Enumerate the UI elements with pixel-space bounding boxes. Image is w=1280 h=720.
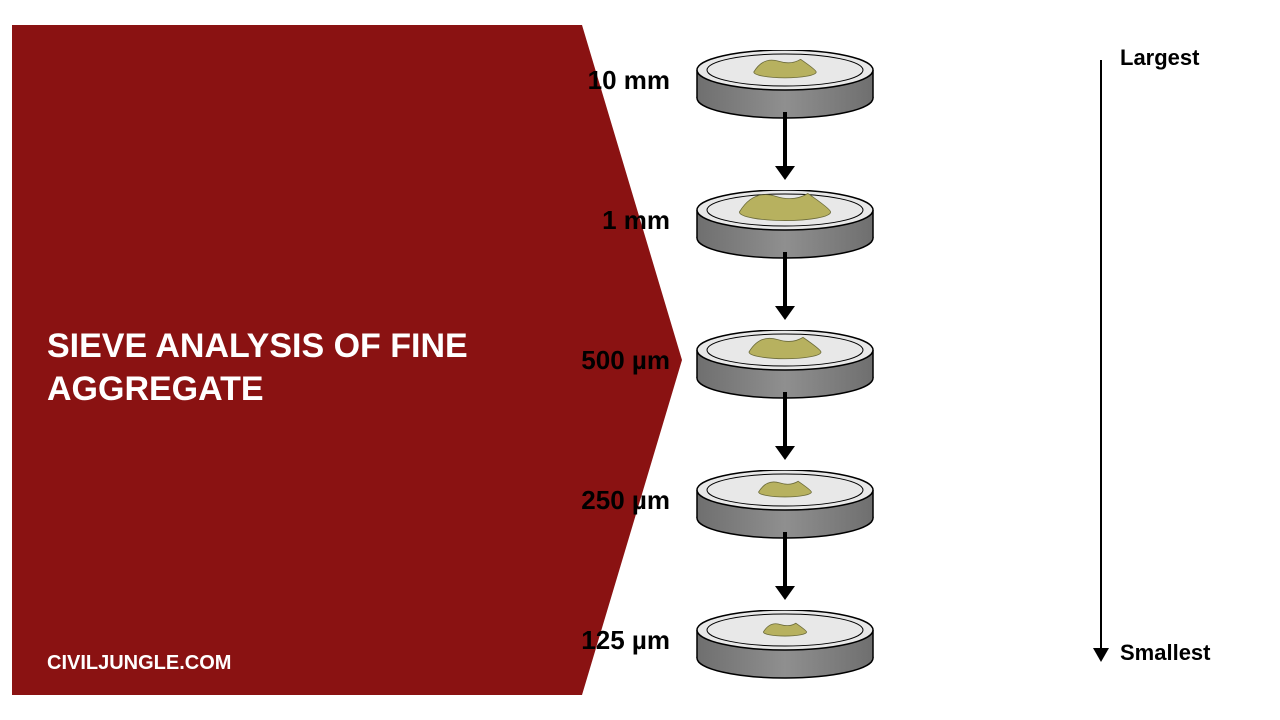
title-panel: SIEVE ANALYSIS OF FINE AGGREGATE CIVILJU… [12,25,582,695]
sieve-size-label: 500 µm [570,345,670,376]
page-title: SIEVE ANALYSIS OF FINE AGGREGATE [47,325,567,410]
connector-arrow-icon [783,532,787,590]
scale-bottom-label: Smallest [1120,640,1211,666]
scale-top-label: Largest [1120,45,1199,71]
source-credit: CIVILJUNGLE.COM [47,652,231,675]
scale-arrow-icon [1100,60,1102,650]
connector-arrow-icon [783,252,787,310]
sieve: 125 µm [690,610,880,670]
sieve: 10 mm [690,50,880,110]
connector-arrow-icon [783,112,787,170]
sieve: 250 µm [690,470,880,530]
sieve-size-label: 125 µm [570,625,670,656]
sieve: 500 µm [690,330,880,390]
sieve-size-label: 10 mm [570,65,670,96]
sieve-diagram: Largest Smallest 10 mm 1 mm [690,30,1250,690]
sieve-size-label: 250 µm [570,485,670,516]
connector-arrow-icon [783,392,787,450]
sieve-size-label: 1 mm [570,205,670,236]
sieve: 1 mm [690,190,880,250]
